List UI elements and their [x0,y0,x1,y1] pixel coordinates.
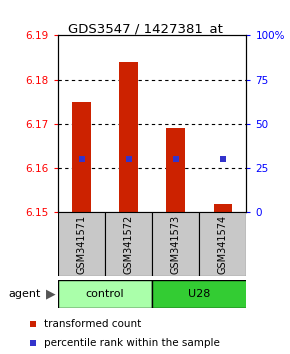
Text: GSM341572: GSM341572 [124,215,134,274]
Text: GDS3547 / 1427381_at: GDS3547 / 1427381_at [68,22,222,35]
Bar [152,212,200,276]
Point [126,156,131,162]
Point [79,156,84,162]
Bar [58,212,105,276]
Text: GSM341571: GSM341571 [77,215,86,274]
Bar [105,212,152,276]
Text: percentile rank within the sample: percentile rank within the sample [44,338,220,348]
Point [31,340,36,346]
Bar [72,102,91,212]
Bar [152,280,246,308]
Text: GSM341573: GSM341573 [171,215,181,274]
Bar [119,62,138,212]
Bar [58,280,152,308]
Text: agent: agent [9,289,41,299]
Text: control: control [86,289,124,299]
Bar [199,212,246,276]
Point [173,156,178,162]
Text: transformed count: transformed count [44,319,141,329]
Bar [213,204,232,212]
Point [31,321,36,327]
Bar [166,129,185,212]
Text: ▶: ▶ [46,287,56,300]
Point [221,156,225,162]
Text: U28: U28 [188,289,211,299]
Text: GSM341574: GSM341574 [218,215,228,274]
